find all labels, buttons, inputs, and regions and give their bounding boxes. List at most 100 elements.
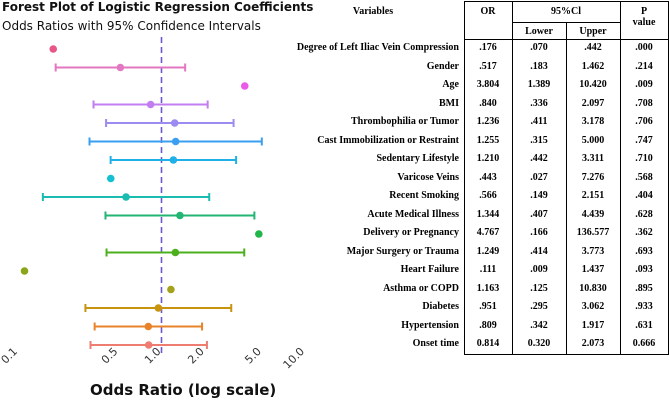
- ci-upper-value: 1.462: [581, 60, 605, 72]
- or-value: .111: [479, 264, 497, 275]
- ci-lower-value: .407: [530, 208, 548, 220]
- header-lower: Lower: [525, 26, 553, 37]
- variable-label: Cast Immobilization or Restraint: [317, 134, 459, 146]
- odds-ratio-point: [144, 341, 153, 349]
- p-value: .710: [635, 153, 653, 164]
- variable-label: Degree of Left Iliac Vein Compression: [296, 42, 459, 53]
- ci-upper-value: 1.917: [581, 319, 605, 331]
- header-upper: Upper: [579, 26, 607, 37]
- or-value: .809: [479, 319, 497, 331]
- variable-label: Gender: [426, 60, 459, 72]
- variable-label: Heart Failure: [400, 264, 459, 275]
- chart-subtitle: Odds Ratios with 95% Confidence Interval…: [2, 19, 261, 33]
- p-value: .000: [635, 42, 653, 53]
- header-or: OR: [480, 6, 496, 17]
- header-p-value: value: [632, 17, 656, 28]
- or-value: 1.344: [476, 208, 500, 220]
- odds-ratio-point: [240, 82, 249, 90]
- variable-label: Sedentary Lifestyle: [376, 153, 460, 164]
- p-value: .362: [635, 227, 653, 238]
- ci-lower-value: 1.389: [527, 79, 551, 90]
- ci-lower-value: .414: [530, 245, 548, 257]
- p-value: .628: [635, 208, 653, 220]
- header-variables: Variables: [352, 6, 394, 17]
- variable-label: Hypertension: [401, 319, 459, 331]
- ci-lower-value: .342: [530, 319, 548, 331]
- variable-label: Recent Smoking: [389, 190, 459, 201]
- odds-ratio-point: [49, 45, 58, 53]
- p-value: .093: [635, 264, 653, 275]
- table-col-line-2: [512, 1, 513, 354]
- odds-ratio-point: [144, 322, 153, 331]
- variable-label: Major Surgery or Trauma: [346, 245, 459, 257]
- or-value: 0.814: [476, 338, 500, 349]
- p-value: .933: [635, 301, 653, 312]
- ci-upper-value: 136.577: [576, 227, 610, 238]
- ci-lower-value: .183: [530, 60, 548, 72]
- p-value: .009: [635, 79, 653, 90]
- or-value: .951: [479, 301, 497, 312]
- odds-ratio-point: [171, 137, 180, 146]
- ci-lower-value: .009: [530, 264, 548, 275]
- ci-lower-value: .442: [530, 153, 548, 164]
- variable-label: Asthma or COPD: [383, 282, 459, 294]
- or-value: 1.249: [476, 245, 500, 257]
- p-value: .568: [635, 171, 653, 183]
- ci-upper-value: 2.151: [581, 190, 605, 201]
- ci-upper-value: 2.073: [581, 338, 605, 349]
- variable-label: Diabetes: [422, 301, 459, 312]
- ci-upper-value: 10.830: [579, 282, 607, 294]
- odds-ratio-point: [116, 63, 125, 72]
- or-value: 3.804: [476, 79, 500, 90]
- header-ci: 95%Cl: [551, 6, 581, 17]
- ci-upper-value: 4.439: [581, 208, 605, 220]
- p-value: .895: [635, 282, 653, 294]
- or-value: 1.210: [476, 153, 500, 164]
- ci-upper-value: 10.420: [579, 79, 607, 90]
- odds-ratio-point: [255, 230, 263, 238]
- odds-ratio-point: [171, 248, 180, 257]
- p-value: .708: [635, 97, 653, 109]
- ci-lower-value: .125: [530, 282, 548, 294]
- p-value: .747: [635, 134, 653, 146]
- chart-title: Forest Plot of Logistic Regression Coeff…: [2, 0, 314, 14]
- ci-upper-value: 3.773: [581, 245, 605, 257]
- or-value: 1.163: [476, 282, 500, 294]
- ci-lower-value: .336: [530, 97, 548, 109]
- odds-ratio-point: [146, 100, 155, 109]
- ci-lower-value: .315: [530, 134, 548, 146]
- ci-upper-value: 1.437: [581, 264, 605, 275]
- or-value: .443: [479, 171, 497, 183]
- odds-ratio-point: [167, 285, 175, 294]
- odds-ratio-point: [170, 119, 179, 127]
- odds-ratio-point: [106, 174, 115, 183]
- ci-upper-value: 3.311: [582, 153, 604, 164]
- variable-label: Onset time: [412, 338, 459, 349]
- ci-upper-value: .442: [584, 42, 602, 53]
- odds-ratio-point: [176, 211, 184, 220]
- ci-lower-value: .411: [530, 116, 548, 127]
- header-p: P: [640, 6, 648, 17]
- ci-upper-value: 7.276: [581, 171, 605, 183]
- p-value: .404: [635, 190, 653, 201]
- table-col-line-3: [566, 22, 567, 354]
- variable-label: Acute Medical Illness: [367, 208, 459, 220]
- variable-label: Varicose Veins: [397, 171, 459, 183]
- ci-lower-value: .166: [530, 227, 548, 238]
- or-value: .517: [479, 60, 497, 72]
- ci-lower-value: .070: [530, 42, 548, 53]
- or-value: .566: [479, 190, 497, 201]
- or-value: 1.236: [476, 116, 500, 127]
- p-value: .693: [635, 245, 653, 257]
- ci-upper-value: 5.000: [581, 134, 605, 146]
- or-value: 4.767: [476, 227, 500, 238]
- variable-label: Thrombophilia or Tumor: [351, 116, 459, 127]
- ci-upper-value: 3.062: [581, 301, 605, 312]
- variable-label: BMI: [439, 97, 459, 109]
- ci-lower-value: 0.320: [527, 338, 551, 349]
- ci-lower-value: .027: [530, 171, 548, 183]
- p-value: 0.666: [632, 338, 656, 349]
- ci-lower-value: .295: [530, 301, 548, 312]
